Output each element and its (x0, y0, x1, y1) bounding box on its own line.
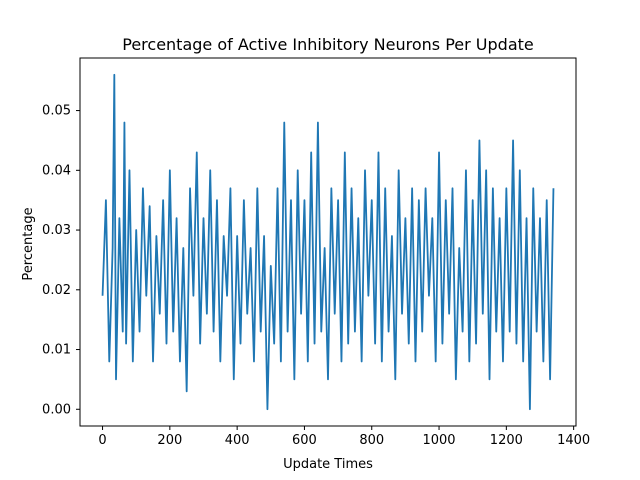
x-axis-ticks: 0 200 400 600 800 1000 1200 1400 (98, 426, 590, 448)
y-tick-label: 0.05 (42, 104, 71, 119)
y-axis-ticks: 0.00 0.01 0.02 0.03 0.04 0.05 (42, 104, 80, 417)
y-tick-label: 0.04 (42, 163, 71, 178)
y-axis-label: Percentage (21, 207, 36, 280)
x-tick-label: 600 (292, 433, 317, 448)
x-tick-label: 1400 (557, 433, 590, 448)
y-tick-label: 0.01 (42, 343, 71, 358)
y-tick-label: 0.03 (42, 223, 71, 238)
y-tick-label: 0.00 (42, 402, 71, 417)
x-axis-label: Update Times (283, 457, 373, 472)
chart-title: Percentage of Active Inhibitory Neurons … (122, 35, 533, 54)
x-tick-label: 400 (225, 433, 250, 448)
plot-line-layer (101, 73, 555, 411)
series-line-1 (101, 73, 555, 411)
x-tick-label: 0 (98, 433, 106, 448)
x-tick-label: 800 (359, 433, 384, 448)
y-tick-label: 0.02 (42, 283, 71, 298)
x-tick-label: 1200 (490, 433, 523, 448)
x-tick-label: 200 (157, 433, 182, 448)
x-tick-label: 1000 (422, 433, 455, 448)
plot-area-frame (79, 57, 577, 427)
